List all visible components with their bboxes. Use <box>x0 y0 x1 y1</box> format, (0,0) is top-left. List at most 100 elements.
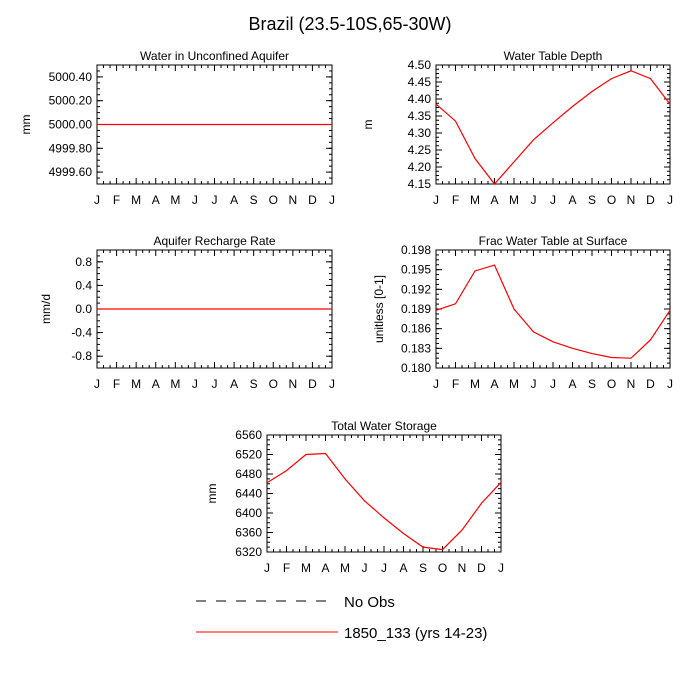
chart-title: Frac Water Table at Surface <box>479 234 628 248</box>
y-tick-label: 4.20 <box>408 160 432 174</box>
x-tick-label: M <box>170 193 180 207</box>
y-axis-label: unitless [0-1] <box>372 275 386 343</box>
plot-frame <box>435 64 671 185</box>
x-tick-label: A <box>399 561 407 575</box>
y-tick-label: 4999.60 <box>49 165 93 179</box>
chart-title: Total Water Storage <box>331 419 437 433</box>
y-tick-label: 4.30 <box>408 126 432 140</box>
x-tick-label: J <box>94 377 100 391</box>
x-tick-label: J <box>362 561 368 575</box>
x-tick-label: J <box>329 193 335 207</box>
x-tick-label: A <box>490 377 498 391</box>
x-tick-label: M <box>340 561 350 575</box>
x-tick-label: J <box>531 193 537 207</box>
y-tick-label: 0.4 <box>75 278 92 292</box>
y-tick-label: 6360 <box>235 526 262 540</box>
x-tick-label: F <box>452 377 459 391</box>
x-tick-label: F <box>113 193 120 207</box>
y-tick-label: 0.180 <box>401 361 431 375</box>
x-tick-label: A <box>321 561 329 575</box>
x-tick-label: A <box>230 377 238 391</box>
y-tick-label: 0.183 <box>401 341 431 355</box>
plot-frame <box>266 434 502 553</box>
x-tick-label: N <box>627 377 636 391</box>
y-tick-label: 5000.00 <box>49 118 93 132</box>
x-tick-label: D <box>477 561 486 575</box>
y-tick-label: 6520 <box>235 448 262 462</box>
x-tick-label: J <box>264 561 270 575</box>
x-tick-label: A <box>152 377 160 391</box>
y-tick-label: 0.198 <box>401 243 431 257</box>
x-tick-label: A <box>568 193 576 207</box>
x-tick-label: O <box>269 377 278 391</box>
y-tick-label: 0.8 <box>75 255 92 269</box>
figure-title: Brazil (23.5-10S,65-30W) <box>248 14 451 34</box>
y-tick-label: 6480 <box>235 467 262 481</box>
y-tick-label: 0.189 <box>401 302 431 316</box>
x-tick-label: D <box>646 377 655 391</box>
y-tick-label: 4999.80 <box>49 141 93 155</box>
x-tick-label: O <box>438 561 447 575</box>
chart-title: Water Table Depth <box>504 49 603 63</box>
y-tick-label: 4.15 <box>408 177 432 191</box>
x-tick-label: A <box>568 377 576 391</box>
chart-title: Aquifer Recharge Rate <box>153 234 275 248</box>
chart-panel: Frac Water Table at Surface unitless [0-1… <box>372 234 673 391</box>
x-tick-label: J <box>667 377 673 391</box>
y-axis-label: mm <box>19 115 33 135</box>
y-tick-label: 4.50 <box>408 58 432 72</box>
x-tick-label: A <box>490 193 498 207</box>
x-tick-label: J <box>212 193 218 207</box>
y-tick-label: 6440 <box>235 487 262 501</box>
x-tick-label: J <box>381 561 387 575</box>
y-tick-label: -0.4 <box>71 326 92 340</box>
x-tick-label: M <box>131 193 141 207</box>
x-tick-label: D <box>308 193 317 207</box>
y-tick-label: 6320 <box>235 545 262 559</box>
x-tick-label: S <box>588 377 596 391</box>
x-tick-label: M <box>509 377 519 391</box>
y-axis-label: mm <box>205 484 219 504</box>
y-tick-label: 5000.40 <box>49 70 93 84</box>
series-line <box>266 452 502 551</box>
x-tick-label: D <box>308 377 317 391</box>
x-tick-label: J <box>433 377 439 391</box>
x-tick-label: S <box>419 561 427 575</box>
x-tick-label: J <box>94 193 100 207</box>
x-tick-label: M <box>470 193 480 207</box>
legend-item-model: 1850_133 (yrs 14-23) <box>196 625 487 642</box>
x-tick-label: J <box>531 377 537 391</box>
x-tick-label: J <box>212 377 218 391</box>
y-tick-label: 5000.20 <box>49 94 93 108</box>
y-tick-label: 4.40 <box>408 92 432 106</box>
legend-label-model: 1850_133 (yrs 14-23) <box>344 625 487 642</box>
x-tick-label: N <box>288 377 297 391</box>
x-tick-label: O <box>607 193 616 207</box>
x-tick-label: M <box>301 561 311 575</box>
x-tick-label: O <box>607 377 616 391</box>
y-tick-label: 0.186 <box>401 322 431 336</box>
plot-frame <box>435 249 671 369</box>
legend-label-no-obs: No Obs <box>344 594 395 611</box>
legend-item-no-obs: No Obs <box>196 594 395 611</box>
x-tick-label: J <box>329 377 335 391</box>
series-line <box>435 264 671 359</box>
y-axis-label: mm/d <box>39 294 53 324</box>
x-tick-label: D <box>646 193 655 207</box>
x-tick-label: J <box>433 193 439 207</box>
x-tick-label: J <box>550 193 556 207</box>
y-tick-label: 0.0 <box>75 302 92 316</box>
x-tick-label: J <box>192 193 198 207</box>
y-axis-label: m <box>361 120 375 130</box>
x-tick-label: O <box>269 193 278 207</box>
x-tick-label: J <box>667 193 673 207</box>
x-tick-label: N <box>288 193 297 207</box>
x-tick-label: J <box>550 377 556 391</box>
x-tick-label: S <box>250 377 258 391</box>
x-tick-label: A <box>152 193 160 207</box>
